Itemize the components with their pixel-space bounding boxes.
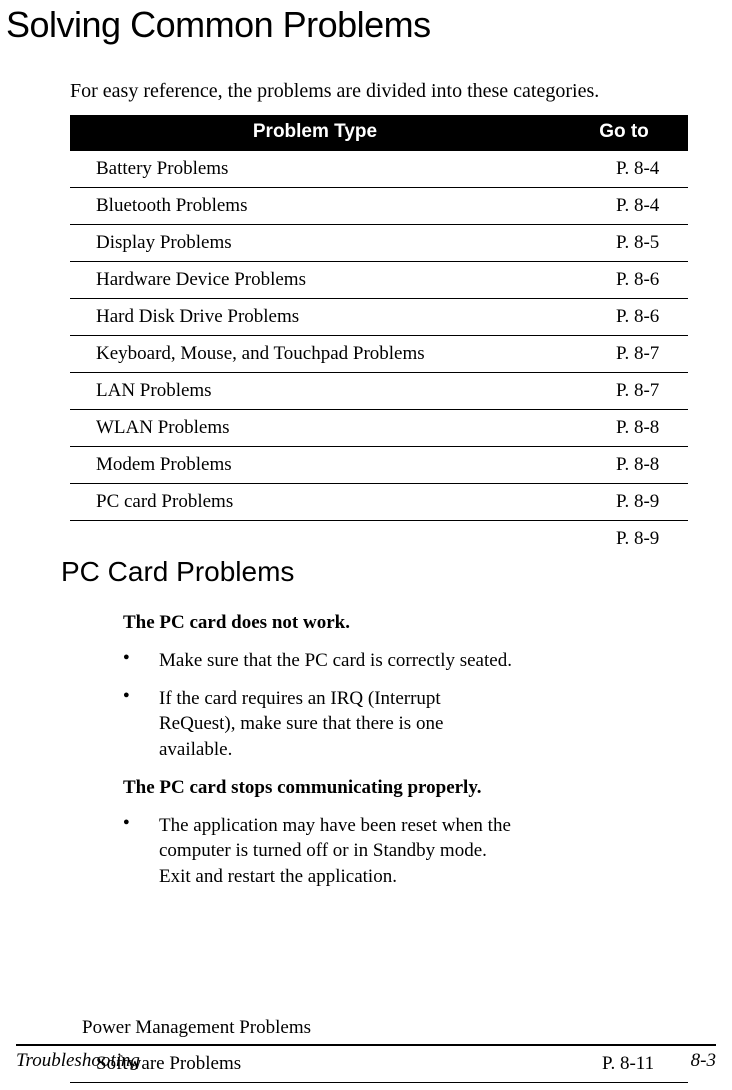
table-row: Battery Problems P. 8-4	[70, 151, 688, 188]
cell-goto: P. 8-8	[560, 447, 688, 484]
popup-section2-list: The application may have been reset when…	[123, 813, 520, 890]
cell-type: Modem Problems	[70, 447, 560, 484]
popup-section2-title: The PC card stops communicating properly…	[123, 777, 520, 799]
cell-goto: P. 8-9	[560, 521, 688, 558]
cell-goto: P. 8-6	[560, 299, 688, 336]
problem-table: Problem Type Go to Battery Problems P. 8…	[70, 115, 688, 557]
cell-type: Bluetooth Problems	[70, 188, 560, 225]
cell-goto: P. 8-9	[560, 484, 688, 521]
cell-type: Display Problems	[70, 225, 560, 262]
cell-goto: P. 8-6	[560, 262, 688, 299]
list-item: Make sure that the PC card is correctly …	[123, 648, 520, 674]
cell-goto: P. 8-4	[560, 151, 688, 188]
cell-type: LAN Problems	[70, 373, 560, 410]
table-row: Keyboard, Mouse, and Touchpad Problems P…	[70, 336, 688, 373]
th-goto: Go to	[560, 115, 688, 151]
cell-type: WLAN Problems	[70, 410, 560, 447]
popup-body: The PC card does not work. Make sure tha…	[123, 612, 520, 889]
cell-goto: P. 8-4	[560, 188, 688, 225]
cell-type: Hardware Device Problems	[70, 262, 560, 299]
cell-type: Battery Problems	[70, 151, 560, 188]
cell-goto: P. 8-7	[560, 373, 688, 410]
table-row: Modem Problems P. 8-8	[70, 447, 688, 484]
table-row: LAN Problems P. 8-7	[70, 373, 688, 410]
table-row: Hardware Device Problems P. 8-6	[70, 262, 688, 299]
cell-type: Hard Disk Drive Problems	[70, 299, 560, 336]
page-footer: Troubleshooting 8-3	[16, 1044, 716, 1072]
cell-type: PC card Problems	[70, 484, 560, 521]
table-row: Bluetooth Problems P. 8-4	[70, 188, 688, 225]
cell-goto: P. 8-5	[560, 225, 688, 262]
footer-right: 8-3	[691, 1050, 716, 1072]
page-title: Solving Common Problems	[6, 4, 704, 46]
table-row: PC card Problems P. 8-9	[70, 484, 688, 521]
page: Solving Common Problems For easy referen…	[0, 4, 732, 1090]
pc-card-popup: PC Card Problems The PC card does not wo…	[53, 552, 528, 915]
cell-goto: P. 8-8	[560, 410, 688, 447]
list-item: The application may have been reset when…	[123, 813, 520, 890]
power-mgmt-row: Power Management Problems	[70, 1017, 704, 1045]
popup-title: PC Card Problems	[61, 556, 520, 588]
cell-type: Keyboard, Mouse, and Touchpad Problems	[70, 336, 560, 373]
popup-section1-list: Make sure that the PC card is correctly …	[123, 648, 520, 763]
cell-goto: P. 8-7	[560, 336, 688, 373]
table-row: Hard Disk Drive Problems P. 8-6	[70, 299, 688, 336]
popup-section1-title: The PC card does not work.	[123, 612, 520, 634]
table-header-row: Problem Type Go to	[70, 115, 688, 151]
intro-text: For easy reference, the problems are div…	[70, 80, 704, 103]
table-row: Display Problems P. 8-5	[70, 225, 688, 262]
th-problem-type: Problem Type	[70, 115, 560, 151]
list-item: If the card requires an IRQ (Interrupt R…	[123, 686, 520, 763]
table-row: WLAN Problems P. 8-8	[70, 410, 688, 447]
footer-left: Troubleshooting	[16, 1050, 140, 1072]
